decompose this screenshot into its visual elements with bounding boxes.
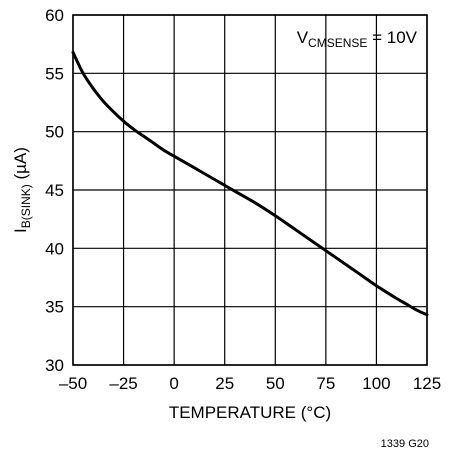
annotation-main: V [297,28,309,47]
x-tick-label: 75 [316,374,335,393]
x-tick-label: –25 [109,374,137,393]
y-tick-label: 30 [45,356,64,375]
grid [72,14,428,366]
y-tick-label: 45 [45,181,64,200]
x-tick-label: –50 [59,374,87,393]
y-axis-title-main: I [11,228,30,233]
x-tick-label: 50 [266,374,285,393]
x-tick-labels: –50 –25 0 25 50 75 100 125 [59,374,441,393]
data-series-line [71,50,429,317]
y-tick-label: 40 [45,239,64,258]
plot-area-frame [72,14,428,366]
y-tick-label: 35 [45,298,64,317]
y-tick-label: 60 [45,6,64,25]
figure-code: 1339 G20 [381,438,429,450]
x-tick-label: 25 [215,374,234,393]
annotation-vcmsense: VCMSENSE = 10V [297,28,418,50]
y-axis-title: IB(SINK) (µA) [11,147,33,233]
y-axis-title-unit: (µA) [11,147,30,184]
x-tick-label: 125 [413,374,441,393]
y-axis-title-subscript: B(SINK) [19,184,33,228]
y-tick-label: 55 [45,64,64,83]
annotation-subscript: CMSENSE [308,36,367,50]
x-axis-title: TEMPERATURE (°C) [169,403,331,422]
x-tick-label: 0 [169,374,178,393]
x-tick-label: 100 [362,374,390,393]
y-tick-label: 50 [45,123,64,142]
y-tick-labels: 30 35 40 45 50 55 60 [45,6,64,375]
annotation-rest: = 10V [367,28,417,47]
